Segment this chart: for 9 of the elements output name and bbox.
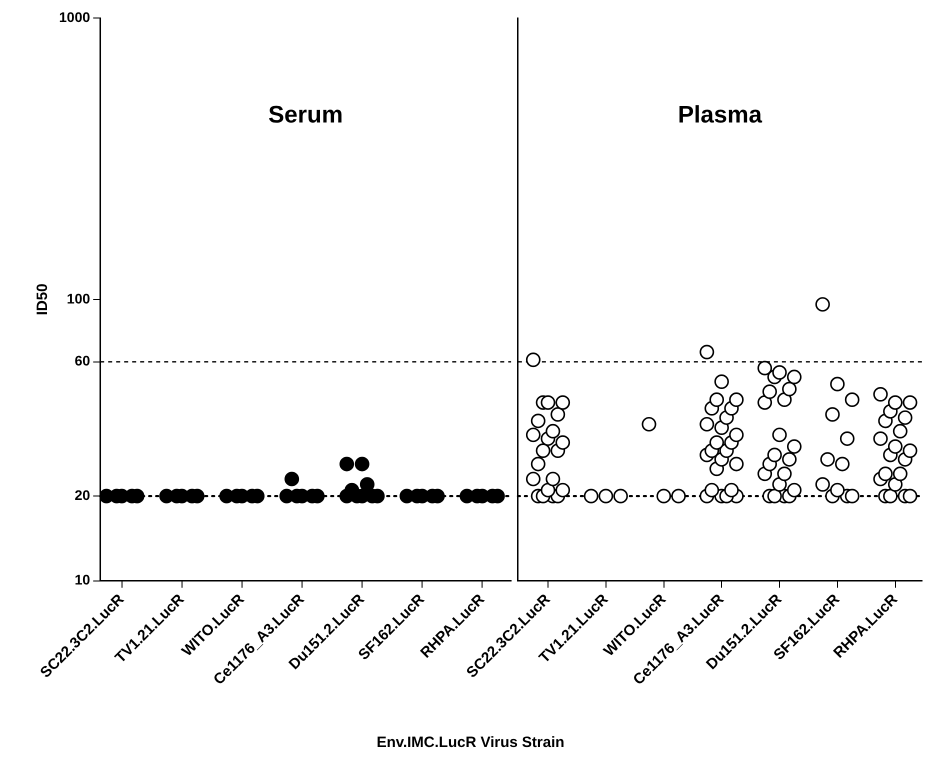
y-tick-label: 60 bbox=[74, 352, 90, 369]
x-axis-title: Env.IMC.LucR Virus Strain bbox=[376, 734, 566, 751]
text: Plasma bbox=[678, 102, 763, 129]
y-axis-title: ID50 bbox=[34, 284, 51, 316]
y-tick-label: 1000 bbox=[58, 8, 90, 25]
y-tick-label: 10 bbox=[74, 572, 90, 588]
text: Serum bbox=[268, 102, 343, 129]
y-tick-label: 20 bbox=[74, 486, 90, 503]
y-tick-label: 100 bbox=[66, 290, 90, 306]
